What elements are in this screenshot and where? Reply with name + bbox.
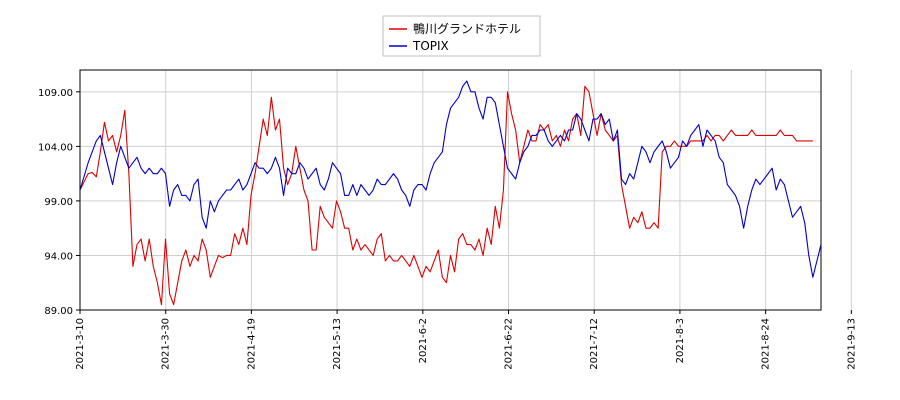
x-tick-label: 2021-5-13 xyxy=(332,318,343,370)
series-lines xyxy=(79,80,822,306)
x-tick-label: 2021-8-3 xyxy=(675,318,686,363)
series-line-0 xyxy=(79,85,813,306)
legend: 鴨川グランドホテル TOPIX xyxy=(382,15,541,57)
x-tick-label: 2021-8-24 xyxy=(761,318,772,370)
legend-label-topix: TOPIX xyxy=(412,39,449,53)
x-tick-label: 2021-6-2 xyxy=(418,318,429,363)
y-tick-label: 104.00 xyxy=(38,142,73,153)
y-tick-label: 89.00 xyxy=(44,306,73,317)
x-tick-label: 2021-3-30 xyxy=(161,318,172,370)
x-tick-label: 2021-6-22 xyxy=(504,318,515,370)
y-tick-label: 99.00 xyxy=(44,197,73,208)
x-tick-label: 2021-9-13 xyxy=(846,318,857,370)
x-tick-label: 2021-3-10 xyxy=(75,318,86,370)
x-tick-label: 2021-7-12 xyxy=(589,318,600,370)
legend-box xyxy=(382,15,541,57)
y-axis-ticks: 89.00 94.00 99.00 104.00 109.00 xyxy=(38,88,80,317)
plot-frame xyxy=(79,69,822,311)
series-line-1 xyxy=(79,80,822,278)
y-tick-label: 109.00 xyxy=(38,88,73,99)
y-tick-label: 94.00 xyxy=(44,251,73,262)
legend-label-kamogawa: 鴨川グランドホテル xyxy=(413,22,521,36)
x-axis-ticks: 2021-3-10 2021-3-30 2021-4-19 2021-5-13 2021… xyxy=(75,310,857,370)
x-tick-label: 2021-4-19 xyxy=(246,318,257,370)
